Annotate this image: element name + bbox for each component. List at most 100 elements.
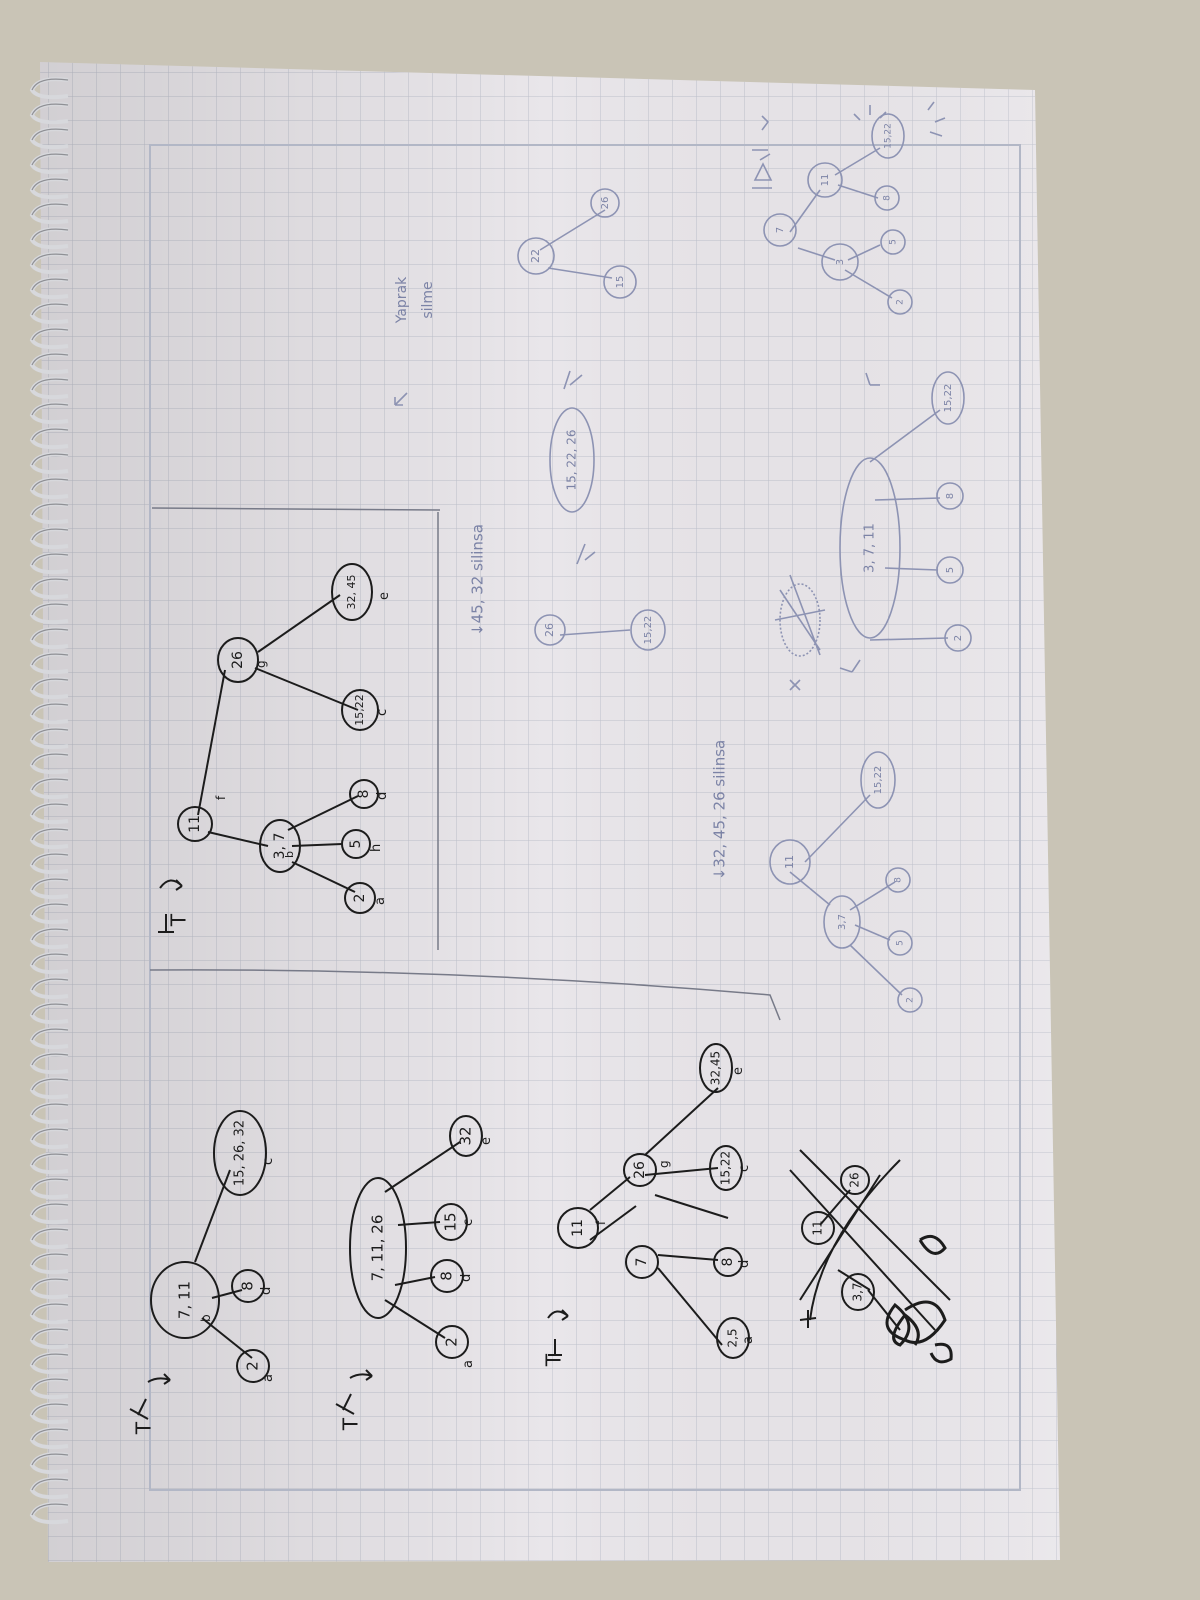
q-label-8b: 8 bbox=[945, 493, 956, 499]
spiral-ring-shadow bbox=[31, 753, 69, 766]
t4-leaf-32-label: 32, 45 bbox=[345, 575, 358, 610]
t3-right-label: 26 bbox=[632, 1161, 648, 1179]
pencil-notes bbox=[517, 101, 972, 1013]
t4-leaf-5-label: 5 bbox=[348, 840, 364, 849]
q-node-11 bbox=[769, 839, 811, 885]
spiral-ring-shadow bbox=[31, 878, 69, 891]
spiral-ring-shadow bbox=[31, 928, 69, 941]
r-label-3: 3 bbox=[835, 259, 846, 265]
t3-leaf-8-label: 8 bbox=[720, 1258, 736, 1267]
x-label-26: 26 bbox=[848, 1172, 862, 1187]
t4-letter-f: f bbox=[214, 795, 228, 800]
t4-left-node bbox=[259, 819, 301, 873]
spiral-ring-shadow bbox=[31, 1303, 69, 1316]
t3-left-label: 7 bbox=[634, 1258, 650, 1267]
t2-leaf-2-node bbox=[435, 1325, 469, 1359]
t4-leaf-32-node bbox=[331, 563, 373, 621]
spiral-ring-shadow bbox=[31, 703, 69, 716]
spiral-ring-shadow bbox=[31, 1353, 69, 1366]
t4-letter-b: b bbox=[283, 851, 296, 858]
t3-right-node bbox=[623, 1153, 657, 1187]
q-node-8 bbox=[885, 867, 911, 893]
r-node-7 bbox=[763, 213, 797, 247]
spiral-ring-shadow bbox=[31, 478, 69, 491]
t4-leaf-2-label: 2 bbox=[352, 894, 368, 903]
x-label-37: 3,7 bbox=[851, 1282, 865, 1301]
q-node-8b bbox=[936, 482, 964, 510]
p-label-1522: 15,22 bbox=[643, 616, 654, 645]
spiral-ring-shadow bbox=[31, 453, 69, 466]
t4-letter-e: e bbox=[377, 592, 392, 600]
spiral-ring-shadow bbox=[31, 578, 69, 591]
t4-right-label: 26 bbox=[230, 651, 246, 669]
section-box bbox=[149, 507, 781, 1021]
t1-letter-c: c bbox=[261, 1158, 276, 1165]
r-label-1522: 15,22 bbox=[884, 123, 894, 149]
t4-right-node bbox=[217, 637, 259, 683]
spiral-ring-shadow bbox=[31, 353, 69, 366]
x-node-37 bbox=[841, 1273, 875, 1311]
t4-leaf-8-node bbox=[349, 779, 379, 809]
t4-leaf-15-node bbox=[341, 689, 379, 731]
tree-marker-middle: T bbox=[542, 1353, 566, 1367]
p-node-merged bbox=[549, 407, 595, 513]
spiral-ring-shadow bbox=[31, 253, 69, 266]
q-label-2: 2 bbox=[906, 997, 916, 1003]
spiral-ring-shadow bbox=[31, 1328, 69, 1341]
t1-root-node bbox=[150, 1261, 220, 1339]
spiral-ring-shadow bbox=[31, 553, 69, 566]
t3-letter-a: a bbox=[741, 1336, 756, 1344]
t4-leaf-2-node bbox=[344, 882, 376, 914]
p-label-26: 26 bbox=[543, 623, 556, 637]
spiral-ring-shadow bbox=[31, 1403, 69, 1416]
r-node-11 bbox=[807, 162, 843, 198]
t3-leaf-15-node bbox=[709, 1145, 743, 1191]
page-margin bbox=[149, 144, 1021, 1491]
q-label-5: 5 bbox=[896, 940, 906, 946]
q-node-5b bbox=[936, 556, 964, 584]
spiral-ring-shadow bbox=[31, 1228, 69, 1241]
spiral-ring-shadow bbox=[31, 1503, 69, 1516]
spiral-ring-shadow bbox=[31, 528, 69, 541]
spiral-ring-shadow bbox=[31, 1103, 69, 1116]
t2-leaf-15-node bbox=[434, 1203, 468, 1241]
t3-leaf-8-node bbox=[713, 1247, 743, 1277]
t3-letter-f: f bbox=[594, 1220, 608, 1225]
tree-3 bbox=[547, 1043, 750, 1359]
spiral-ring-shadow bbox=[31, 778, 69, 791]
q-label-1522: 15,22 bbox=[873, 766, 884, 795]
x-node-26 bbox=[840, 1165, 870, 1195]
tree-1 bbox=[129, 1110, 270, 1420]
spiral-ring-shadow bbox=[31, 428, 69, 441]
t3-letter-c: c bbox=[737, 1165, 752, 1172]
tree-marker-top: T bbox=[167, 913, 191, 927]
p-label-merged: 15, 22, 26 bbox=[565, 429, 579, 490]
q-label-2b: 2 bbox=[953, 635, 964, 641]
t4-letter-g: g bbox=[254, 660, 268, 668]
tree-4 bbox=[158, 563, 379, 933]
arrow-icon bbox=[394, 392, 408, 406]
spiral-ring-shadow bbox=[31, 628, 69, 641]
t1-letter-d: d bbox=[259, 1287, 274, 1295]
t2-letter-a: a bbox=[461, 1360, 476, 1368]
q-node-scribbled bbox=[779, 583, 821, 657]
t2-leaf-15-label: 15 bbox=[442, 1212, 460, 1231]
spiral-ring-shadow bbox=[31, 828, 69, 841]
t4-letter-d: d bbox=[375, 792, 390, 800]
t2-leaf-32-node bbox=[449, 1115, 483, 1157]
t1-leaf-8-label: 8 bbox=[239, 1281, 257, 1291]
t1-leaf-2-label: 2 bbox=[244, 1361, 262, 1371]
t4-leaf-8-label: 8 bbox=[356, 790, 372, 799]
q-node-big bbox=[839, 457, 901, 639]
q-label-8: 8 bbox=[894, 877, 904, 883]
yaprak-silme-line-2: silme bbox=[420, 281, 436, 318]
t1-leaf-2-node bbox=[236, 1349, 270, 1383]
spiral-ring-shadow bbox=[31, 503, 69, 516]
t2-letter-d: d bbox=[459, 1274, 474, 1282]
q-label-1522b: 15,22 bbox=[943, 384, 954, 413]
t2-leaf-2-label: 2 bbox=[443, 1337, 461, 1347]
spiral-ring-shadow bbox=[31, 1453, 69, 1466]
t4-root-label: 11 bbox=[187, 815, 203, 833]
spiral-ring-shadow bbox=[31, 903, 69, 916]
instruction-2: ↓32, 45, 26 silinsa bbox=[711, 740, 729, 881]
